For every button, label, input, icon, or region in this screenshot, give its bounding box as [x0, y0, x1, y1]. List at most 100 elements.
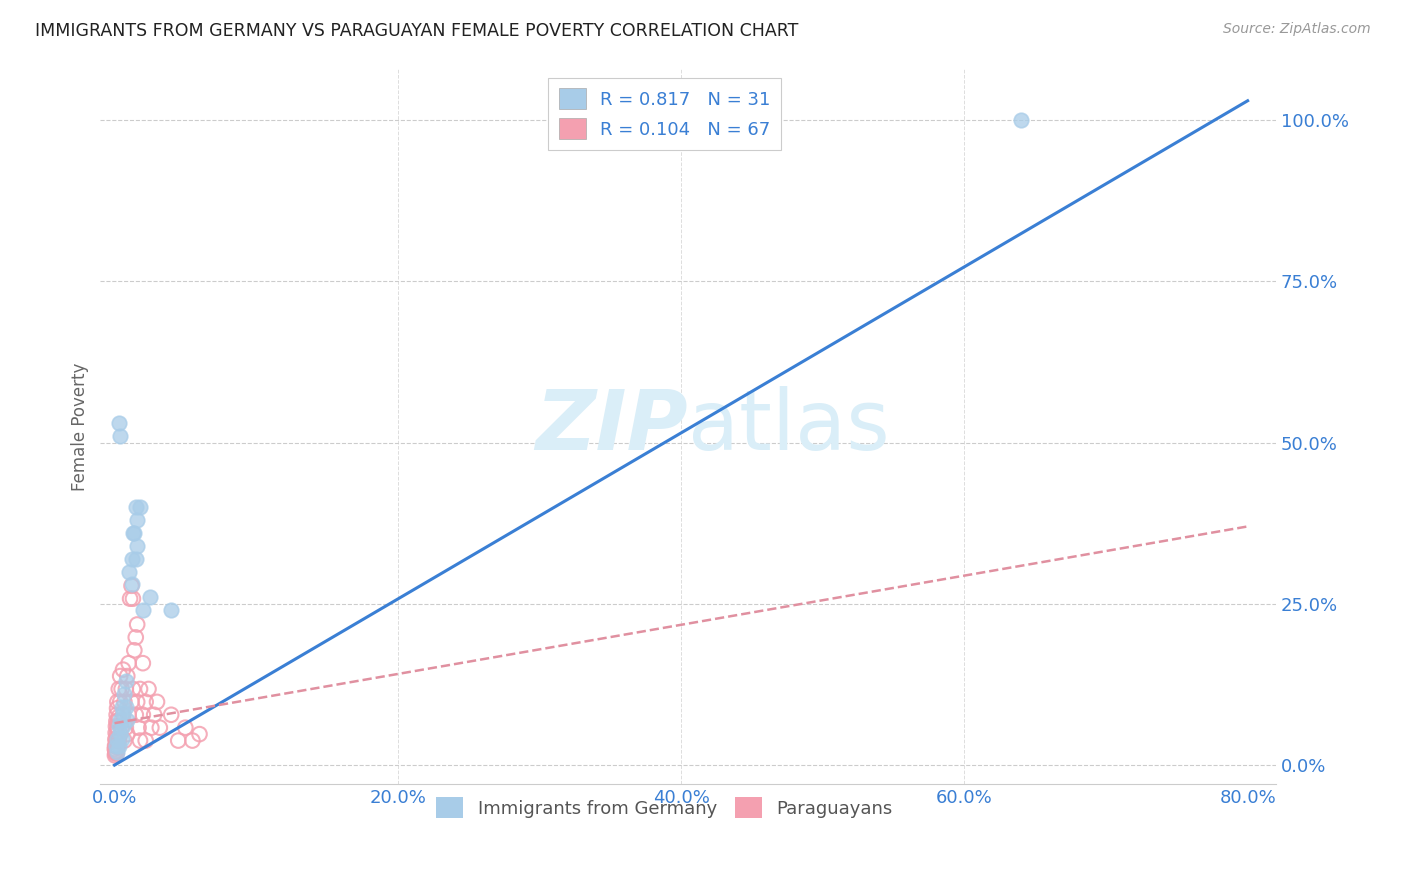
Point — [105, 747, 128, 761]
Point — [125, 500, 148, 514]
Point — [181, 733, 204, 747]
Point — [111, 707, 134, 722]
Point — [132, 707, 155, 722]
Point — [121, 579, 143, 593]
Y-axis label: Female Poverty: Female Poverty — [72, 362, 89, 491]
Point — [115, 674, 138, 689]
Point — [146, 695, 169, 709]
Point — [121, 551, 143, 566]
Point — [188, 727, 211, 741]
Point — [105, 739, 128, 754]
Point — [121, 577, 143, 591]
Point — [117, 669, 139, 683]
Point — [104, 726, 127, 740]
Text: atlas: atlas — [688, 386, 890, 467]
Point — [127, 695, 149, 709]
Point — [127, 513, 149, 527]
Point — [108, 727, 131, 741]
Point — [125, 707, 148, 722]
Point — [1010, 113, 1032, 128]
Point — [111, 663, 134, 677]
Point — [107, 709, 129, 723]
Point — [110, 700, 132, 714]
Point — [127, 539, 149, 553]
Point — [105, 732, 128, 747]
Point — [112, 687, 135, 701]
Point — [108, 669, 131, 683]
Point — [104, 745, 127, 759]
Point — [122, 591, 145, 606]
Point — [105, 701, 128, 715]
Point — [104, 748, 127, 763]
Point — [129, 681, 152, 696]
Point — [118, 656, 141, 670]
Point — [132, 603, 155, 617]
Point — [141, 721, 163, 735]
Text: ZIP: ZIP — [536, 386, 688, 467]
Point — [117, 713, 139, 727]
Text: IMMIGRANTS FROM GERMANY VS PARAGUAYAN FEMALE POVERTY CORRELATION CHART: IMMIGRANTS FROM GERMANY VS PARAGUAYAN FE… — [35, 22, 799, 40]
Point — [127, 617, 149, 632]
Point — [128, 721, 150, 735]
Point — [104, 739, 127, 753]
Point — [110, 732, 132, 747]
Point — [121, 695, 143, 709]
Point — [135, 695, 157, 709]
Point — [107, 739, 129, 753]
Point — [110, 721, 132, 735]
Point — [108, 695, 131, 709]
Point — [104, 739, 127, 753]
Point — [105, 721, 128, 735]
Point — [125, 551, 148, 566]
Point — [110, 681, 132, 696]
Point — [115, 721, 138, 735]
Point — [138, 681, 160, 696]
Point — [160, 707, 183, 722]
Point — [132, 656, 155, 670]
Point — [124, 643, 146, 657]
Point — [107, 416, 129, 430]
Point — [167, 733, 190, 747]
Point — [107, 733, 129, 747]
Point — [124, 525, 146, 540]
Point — [105, 745, 128, 759]
Point — [117, 727, 139, 741]
Point — [112, 695, 135, 709]
Point — [139, 591, 162, 605]
Point — [118, 707, 141, 722]
Point — [111, 706, 134, 721]
Point — [105, 714, 128, 729]
Text: Source: ZipAtlas.com: Source: ZipAtlas.com — [1223, 22, 1371, 37]
Point — [104, 739, 127, 753]
Point — [120, 591, 142, 606]
Point — [105, 707, 128, 722]
Point — [111, 719, 134, 733]
Point — [105, 727, 128, 741]
Point — [160, 603, 183, 617]
Point — [149, 721, 172, 735]
Point — [143, 707, 166, 722]
Point — [104, 742, 127, 756]
Point — [122, 525, 145, 540]
Point — [107, 719, 129, 733]
Point — [129, 500, 152, 514]
Point — [107, 733, 129, 747]
Point — [105, 739, 128, 754]
Point — [122, 681, 145, 696]
Point — [125, 631, 148, 645]
Point — [174, 721, 197, 735]
Point — [112, 733, 135, 747]
Point — [115, 681, 138, 696]
Point — [104, 744, 127, 758]
Point — [108, 429, 131, 443]
Point — [105, 733, 128, 747]
Point — [115, 700, 138, 714]
Point — [104, 732, 127, 747]
Point — [108, 713, 131, 727]
Point — [104, 747, 127, 761]
Point — [104, 719, 127, 733]
Point — [118, 565, 141, 579]
Point — [108, 726, 131, 740]
Point — [135, 733, 157, 747]
Point — [107, 681, 129, 696]
